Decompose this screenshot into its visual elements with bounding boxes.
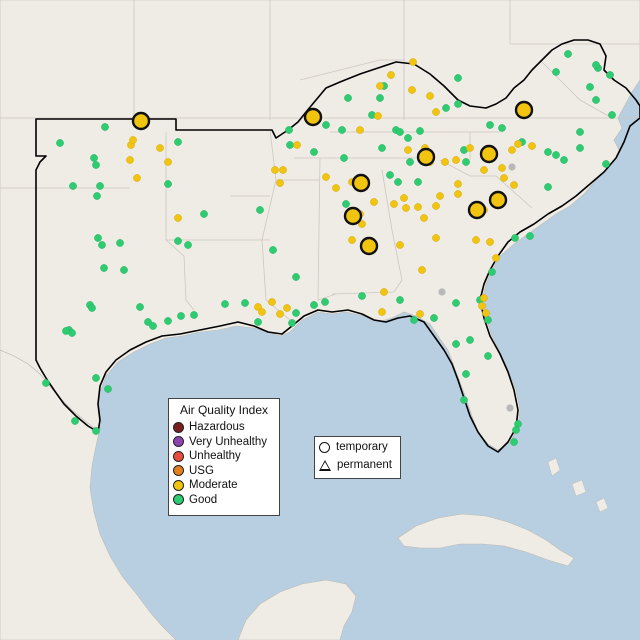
legend-item-moderate: Moderate xyxy=(169,478,279,493)
legend-item-temporary: temporary xyxy=(315,439,400,455)
legend-item-permanent: permanent xyxy=(315,457,400,473)
legend-swatch-good xyxy=(173,494,184,506)
legend-label: USG xyxy=(189,464,214,477)
legend-label-temporary: temporary xyxy=(336,441,388,453)
legend-swatch-hazardous xyxy=(173,421,184,433)
circle-icon xyxy=(319,441,330,453)
no-data-markers xyxy=(438,163,516,412)
monitor-type-legend: temporary permanent xyxy=(314,436,401,479)
temporary-monitor-markers xyxy=(131,100,534,256)
legend-item-good: Good xyxy=(169,493,279,508)
legend-label: Moderate xyxy=(189,479,238,492)
region-outline xyxy=(35,39,640,453)
aqi-legend: Air Quality Index Hazardous Very Unhealt… xyxy=(168,398,280,516)
legend-title: Air Quality Index xyxy=(179,403,269,417)
legend-item-unhealthy: Unhealthy xyxy=(169,449,279,464)
yucatan-landmass xyxy=(237,579,357,640)
legend-swatch-moderate xyxy=(173,479,184,491)
legend-label: Hazardous xyxy=(189,421,245,434)
legend-item-hazardous: Hazardous xyxy=(169,420,279,435)
legend-swatch-unhealthy xyxy=(173,450,184,462)
legend-label: Unhealthy xyxy=(189,450,241,463)
bahamas xyxy=(547,457,609,513)
moderate-markers xyxy=(126,58,536,318)
good-markers xyxy=(42,50,616,446)
triangle-icon xyxy=(319,459,331,471)
legend-label-permanent: permanent xyxy=(337,459,392,471)
legend-label: Very Unhealthy xyxy=(189,435,267,448)
legend-item-very-unhealthy: Very Unhealthy xyxy=(169,435,279,450)
legend-swatch-usg xyxy=(173,465,184,477)
legend-label: Good xyxy=(189,493,218,506)
state-boundaries xyxy=(0,0,640,321)
legend-swatch-very-unhealthy xyxy=(173,436,184,448)
legend-item-usg: USG xyxy=(169,464,279,479)
cuba xyxy=(397,513,575,567)
